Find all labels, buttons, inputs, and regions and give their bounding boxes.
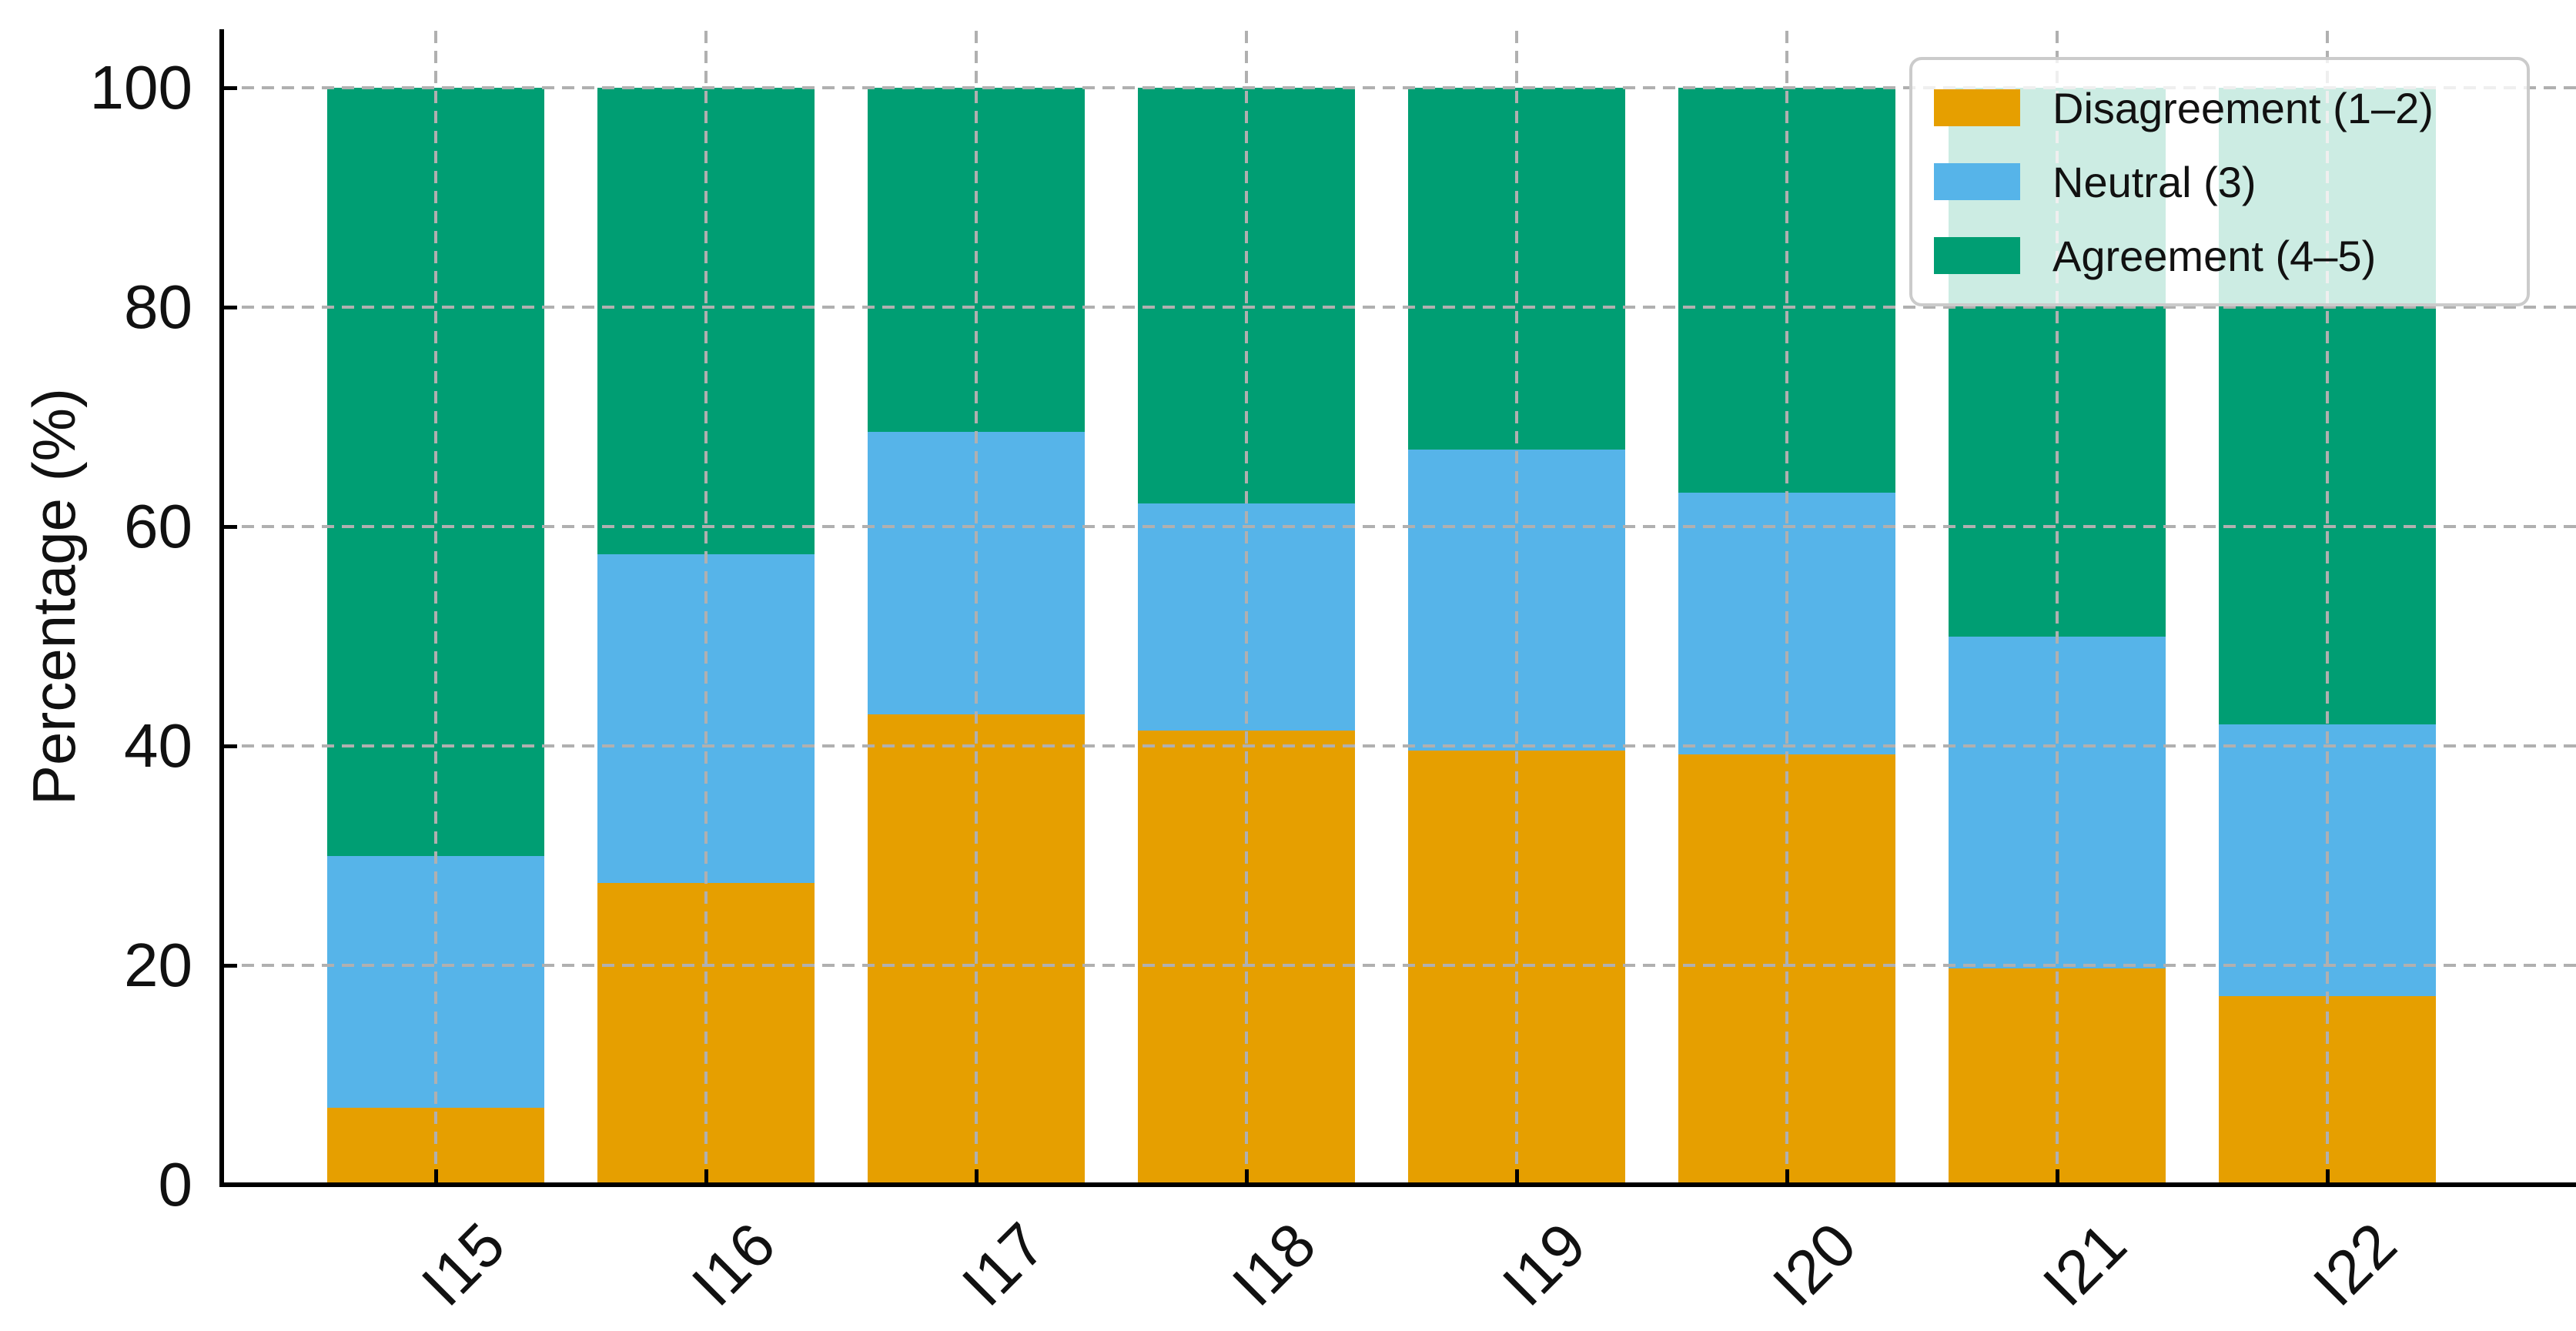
x-tick-label: I16 [678, 1209, 788, 1319]
h-gridline [222, 525, 2576, 528]
v-gridline [1785, 31, 1788, 1185]
h-gridline [222, 744, 2576, 747]
y-tick-mark [222, 744, 237, 748]
x-tick-mark [2325, 1169, 2330, 1185]
legend-row: Agreement (4–5) [1934, 231, 2505, 281]
x-tick-mark [1785, 1169, 1789, 1185]
y-tick-label: 80 [124, 273, 192, 341]
v-gridline [2326, 31, 2329, 1185]
y-tick-mark [222, 85, 237, 90]
y-tick-mark [222, 524, 237, 529]
legend-swatch-neutral [1934, 163, 2020, 200]
x-tick-mark [974, 1169, 979, 1185]
v-gridline [975, 31, 978, 1185]
legend-swatch-disagreement [1934, 89, 2020, 126]
y-tick-label: 40 [124, 711, 192, 780]
y-tick-label: 20 [124, 931, 192, 999]
y-tick-mark [222, 1182, 237, 1187]
v-gridline [434, 31, 437, 1185]
x-tick-mark [1244, 1169, 1249, 1185]
x-tick-label: I21 [2029, 1209, 2139, 1319]
y-tick-mark [222, 963, 237, 968]
legend-label-neutral: Neutral (3) [2052, 157, 2257, 206]
y-tick-label: 0 [158, 1150, 193, 1219]
v-gridline [704, 31, 708, 1185]
legend-row: Neutral (3) [1934, 157, 2505, 207]
v-gridline [1515, 31, 1518, 1185]
h-gridline [222, 964, 2576, 967]
legend-label-disagreement: Disagreement (1–2) [2052, 83, 2434, 132]
x-axis-spine [219, 1182, 2576, 1187]
y-axis-spine [219, 29, 224, 1187]
x-tick-label: I20 [1759, 1209, 1869, 1319]
x-tick-label: I22 [2300, 1209, 2410, 1319]
x-tick-mark [433, 1169, 438, 1185]
legend-label-agreement: Agreement (4–5) [2052, 231, 2377, 280]
x-tick-label: I17 [948, 1209, 1059, 1319]
x-tick-label: I19 [1489, 1209, 1599, 1319]
x-tick-mark [704, 1169, 708, 1185]
x-tick-label: I15 [408, 1209, 518, 1319]
h-gridline [222, 86, 2576, 89]
x-tick-mark [1514, 1169, 1519, 1185]
x-tick-label: I18 [1219, 1209, 1329, 1319]
v-gridline [1245, 31, 1248, 1185]
y-tick-label: 60 [124, 492, 192, 560]
x-tick-mark [2055, 1169, 2059, 1185]
v-gridline [2056, 31, 2059, 1185]
y-tick-label: 100 [89, 53, 192, 122]
legend-row: Disagreement (1–2) [1934, 83, 2505, 133]
h-gridline [222, 306, 2576, 309]
legend-swatch-agreement [1934, 237, 2020, 274]
y-tick-mark [222, 305, 237, 309]
legend: Disagreement (1–2) Neutral (3) Agreement (… [1909, 57, 2530, 306]
